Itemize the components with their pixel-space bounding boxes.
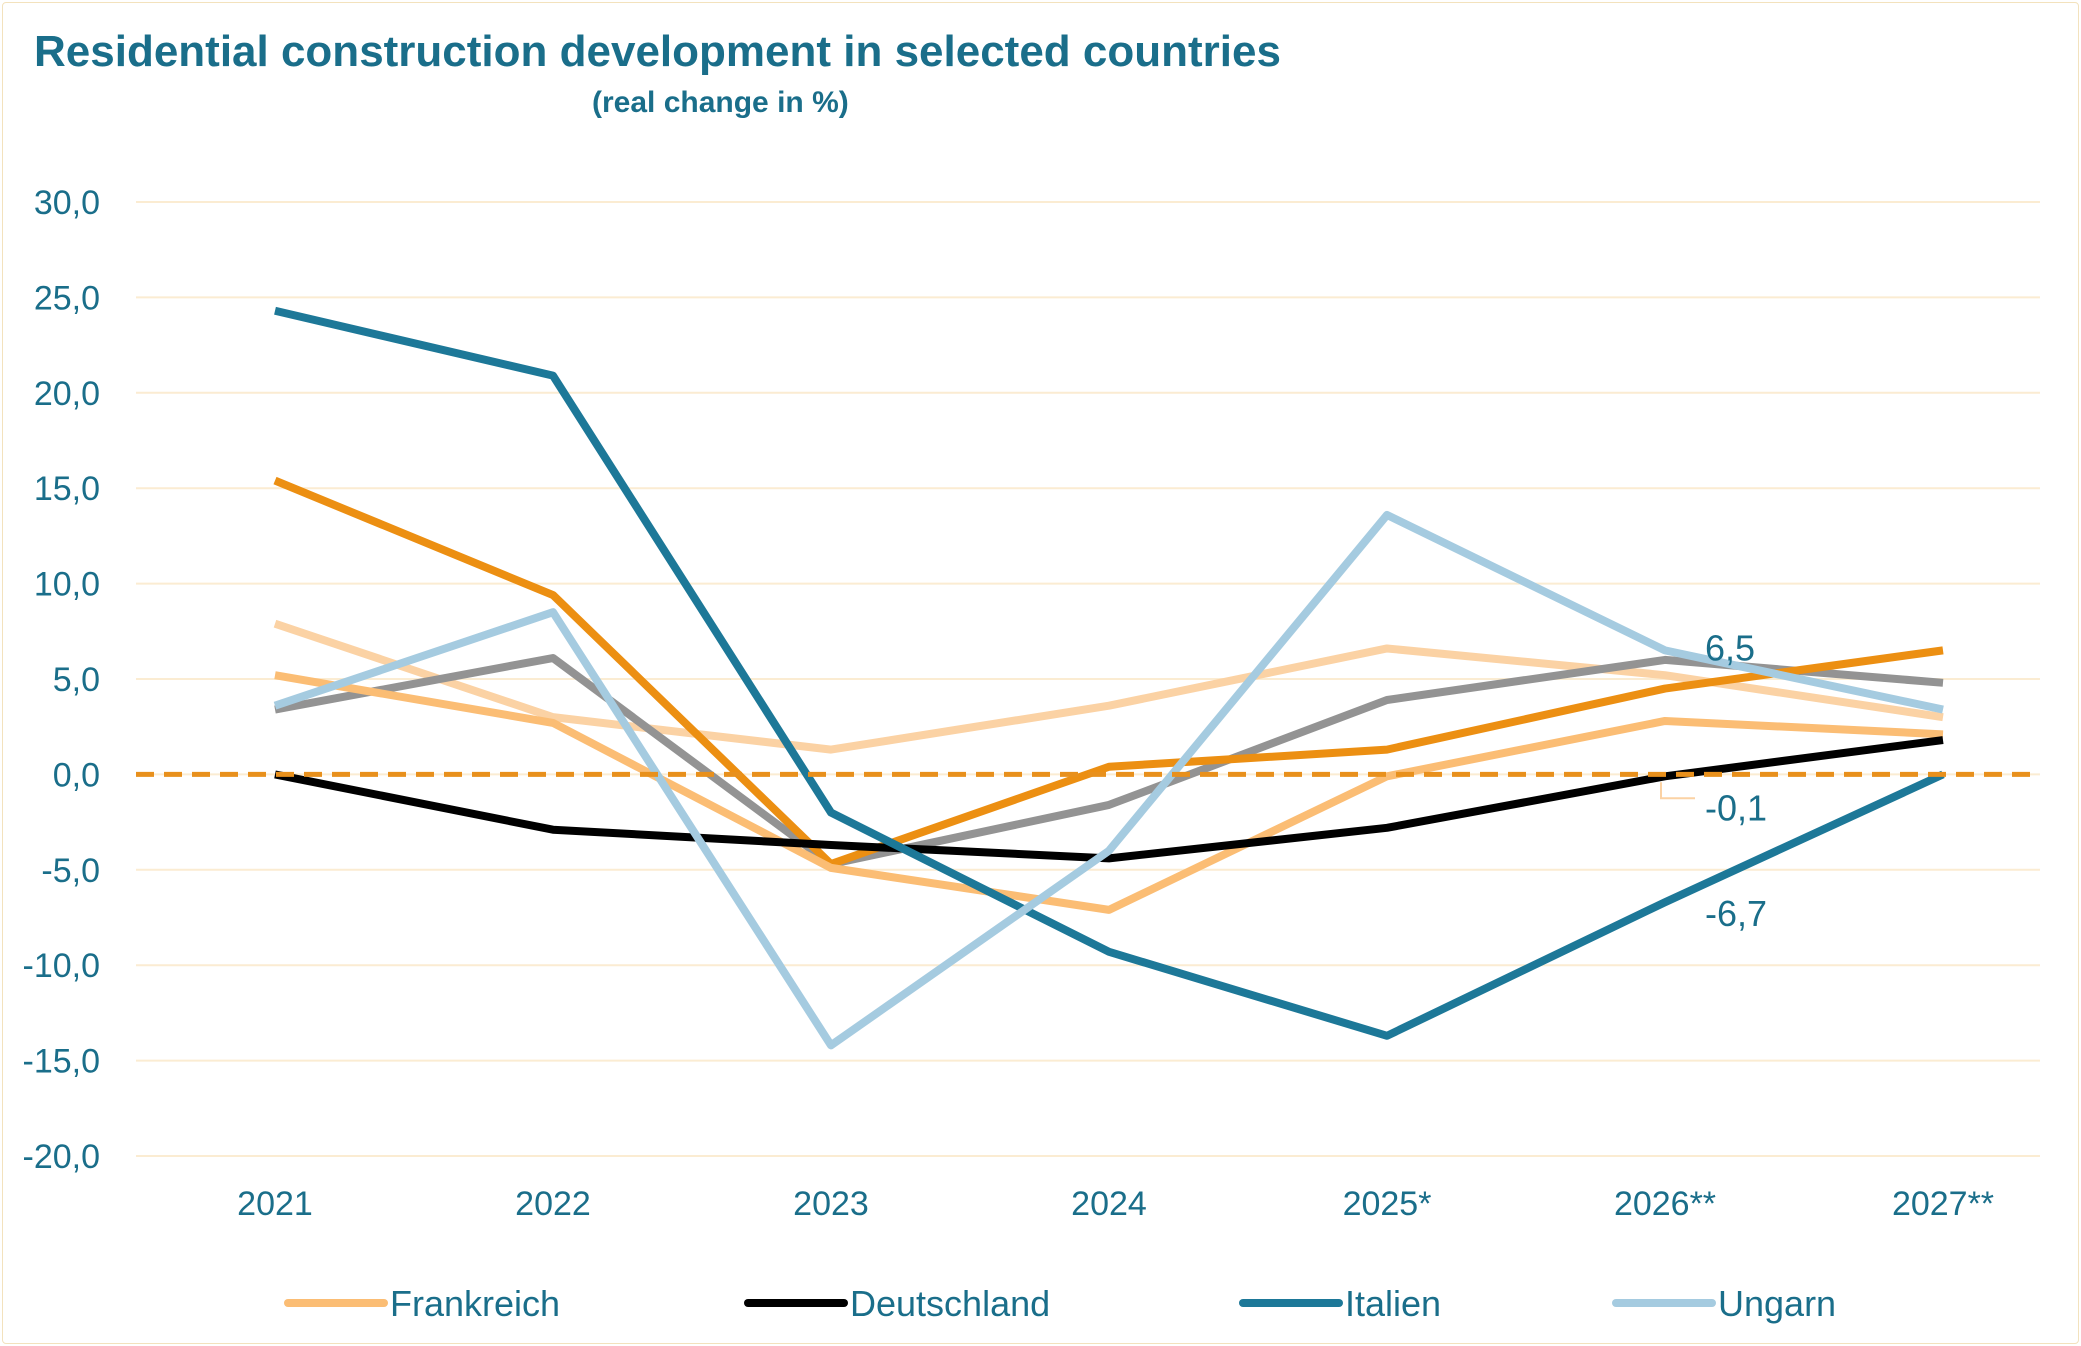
y-tick-label: 20,0 [34, 375, 100, 413]
legend-label: Frankreich [390, 1283, 560, 1324]
x-axis-ticks: 2021 2022 2023 2024 2025* 2026** 2027** [237, 1185, 1994, 1223]
x-tick-label: 2022 [515, 1185, 591, 1223]
y-tick-label: -15,0 [23, 1043, 101, 1081]
chart-title: Residential construction development in … [34, 27, 1281, 76]
series-line-italien [274, 306, 1945, 1040]
y-tick-label: 5,0 [53, 661, 100, 699]
data-labels: 6,5 -0,1 -6,7 [1660, 627, 1767, 934]
y-tick-label: 15,0 [34, 470, 100, 508]
x-tick-label: 2025* [1343, 1185, 1432, 1223]
series-line-unlabeled-0 [273, 619, 1944, 754]
y-axis-ticks: 30,0 25,0 20,0 15,0 10,0 5,0 0,0 -5,0 -10,0 -15,0… [23, 184, 101, 1176]
x-tick-label: 2024 [1071, 1185, 1147, 1223]
y-tick-label: -20,0 [23, 1138, 101, 1176]
y-tick-label: 10,0 [34, 566, 100, 604]
x-tick-label: 2027** [1892, 1185, 1994, 1223]
leader-line [1660, 782, 1695, 800]
y-tick-label: 30,0 [34, 184, 100, 222]
legend: Frankreich Deutschland Italien Ungarn [284, 1283, 1836, 1324]
series-line-ungarn [273, 510, 1944, 1050]
legend-label: Italien [1345, 1283, 1441, 1324]
y-tick-label: 25,0 [34, 279, 100, 317]
x-tick-label: 2026** [1614, 1185, 1716, 1223]
data-label: -6,7 [1705, 893, 1767, 934]
series-line-frankreich [274, 671, 1944, 914]
y-tick-label: -10,0 [23, 947, 101, 985]
legend-label: Deutschland [850, 1283, 1050, 1324]
chart-subtitle: (real change in %) [592, 86, 849, 119]
legend-label: Ungarn [1718, 1283, 1836, 1324]
x-tick-label: 2023 [793, 1185, 869, 1223]
y-tick-label: 0,0 [53, 756, 100, 794]
y-tick-label: -5,0 [41, 852, 100, 890]
data-label: -0,1 [1705, 787, 1767, 828]
data-label: 6,5 [1705, 627, 1755, 668]
x-tick-label: 2021 [237, 1185, 313, 1223]
series-line-unlabeled-2 [273, 476, 1944, 869]
series-line-unlabeled-1 [274, 654, 1944, 869]
